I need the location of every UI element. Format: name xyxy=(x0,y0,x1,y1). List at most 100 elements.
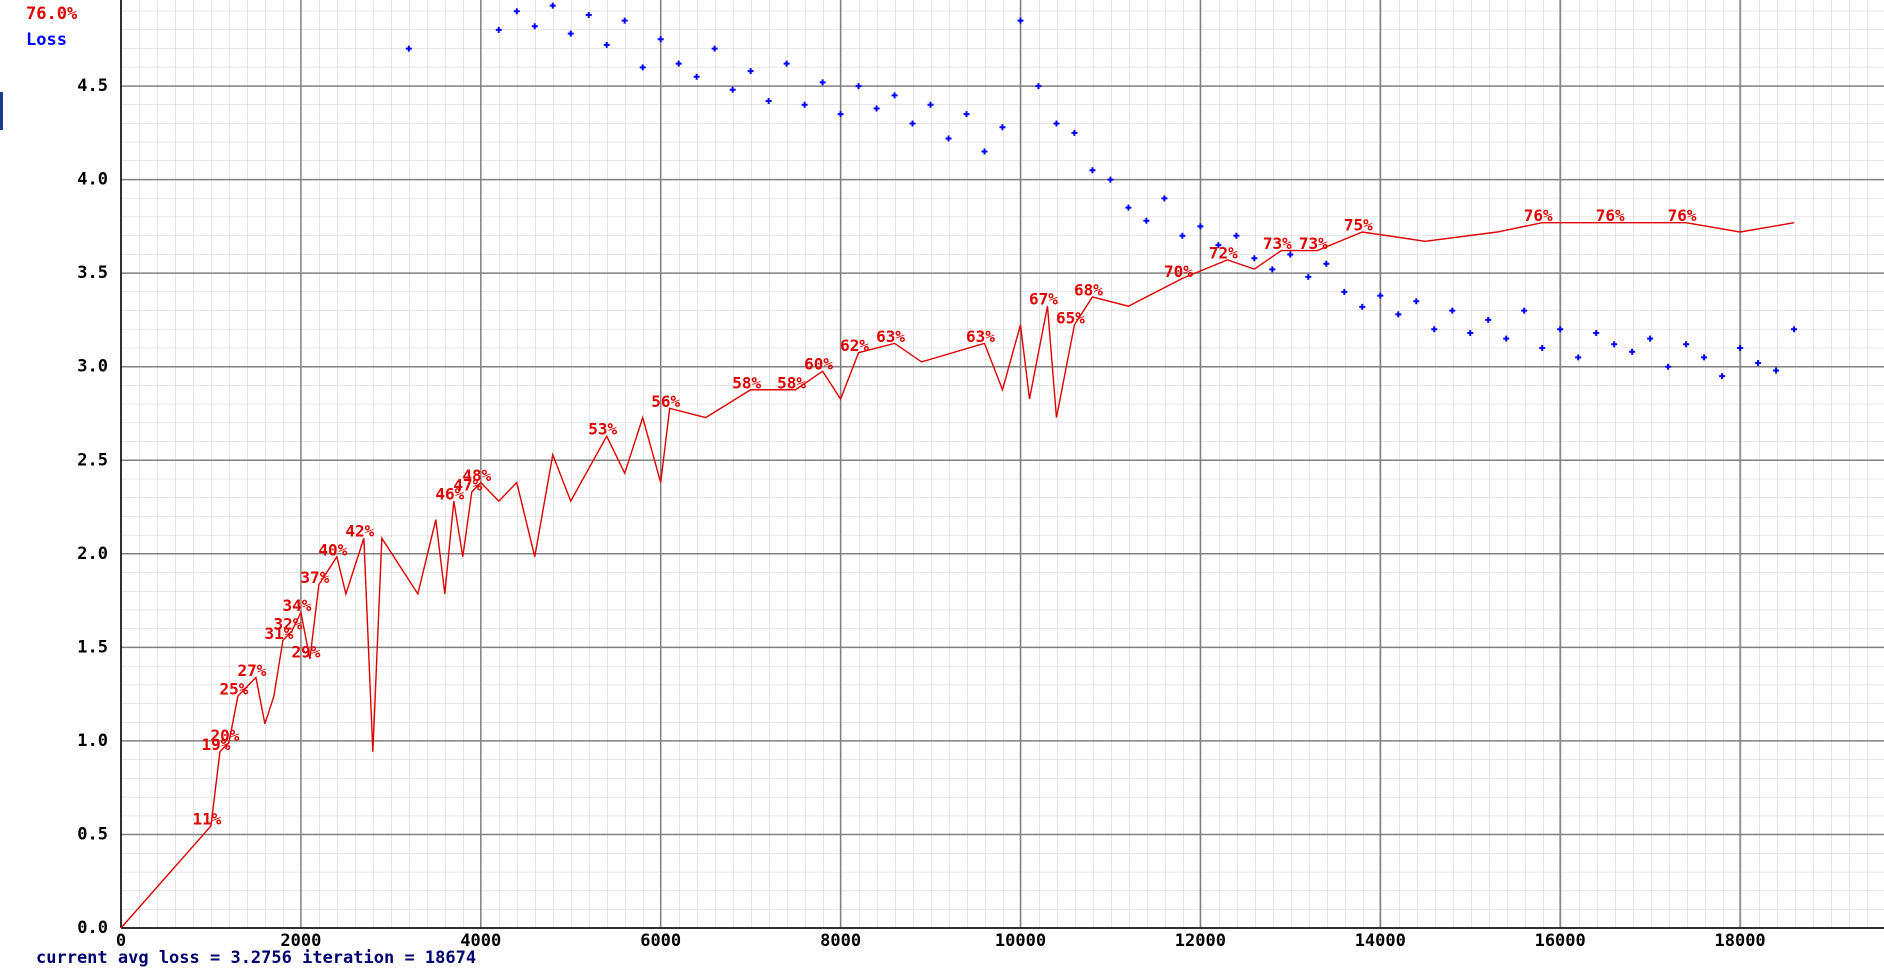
map-label: 56% xyxy=(651,392,680,411)
loss-point xyxy=(1431,326,1438,333)
loss-point xyxy=(981,148,988,155)
x-tick-label: 4000 xyxy=(460,931,501,951)
loss-point xyxy=(621,17,628,24)
x-tick-label: 14000 xyxy=(1355,931,1406,951)
loss-point xyxy=(945,135,952,142)
loss-point xyxy=(585,11,592,18)
loss-point xyxy=(1557,326,1564,333)
x-tick-label: 8000 xyxy=(820,931,861,951)
map-label: 42% xyxy=(345,522,374,541)
x-tick-label: 6000 xyxy=(640,931,681,951)
map-label: 11% xyxy=(192,809,221,828)
loss-point xyxy=(1341,288,1348,295)
x-tick-label: 16000 xyxy=(1535,931,1586,951)
y-tick-label: 3.0 xyxy=(77,357,108,377)
loss-point xyxy=(1413,298,1420,305)
y-tick-label: 3.5 xyxy=(77,263,108,283)
loss-point xyxy=(1791,326,1798,333)
y-tick-label: 2.0 xyxy=(77,544,108,564)
map-label: 73% xyxy=(1299,234,1328,253)
loss-point xyxy=(1179,232,1186,239)
loss-point xyxy=(855,83,862,90)
loss-point xyxy=(603,41,610,48)
loss-point xyxy=(1485,316,1492,323)
minor-grid xyxy=(121,0,1884,928)
map-label: 31% xyxy=(264,624,293,643)
map-label: 29% xyxy=(291,642,320,661)
y-tick-label: 4.5 xyxy=(77,76,108,96)
x-tick-label: 18000 xyxy=(1714,931,1765,951)
loss-point xyxy=(891,92,898,99)
loss-point xyxy=(819,79,826,86)
map-label: 76% xyxy=(1668,206,1697,225)
loss-point xyxy=(1071,129,1078,136)
loss-point xyxy=(1251,255,1258,262)
map-label: 37% xyxy=(300,568,329,587)
y-tick-label: 0.5 xyxy=(77,824,108,844)
loss-point xyxy=(765,98,772,105)
map-label: 40% xyxy=(318,540,347,559)
loss-point xyxy=(909,120,916,127)
loss-point xyxy=(1737,345,1744,351)
map-label: 62% xyxy=(840,336,869,355)
loss-point xyxy=(639,64,646,71)
map-label: 70% xyxy=(1164,262,1193,281)
x-tick-label: 10000 xyxy=(995,931,1046,951)
map-label: 34% xyxy=(282,596,311,615)
loss-point xyxy=(1701,354,1708,361)
loss-point xyxy=(1197,223,1204,230)
loss-point xyxy=(963,111,970,118)
loss-point xyxy=(1503,335,1510,342)
map-label: 60% xyxy=(804,355,833,374)
loss-point xyxy=(1575,354,1582,361)
loss-point xyxy=(1107,176,1114,183)
loss-point xyxy=(549,2,556,9)
map-label: 67% xyxy=(1029,290,1058,309)
map-label: 20% xyxy=(210,726,239,745)
map-label: 63% xyxy=(876,327,905,346)
map-line xyxy=(120,222,1795,929)
map-label: 47% xyxy=(453,475,482,494)
loss-point xyxy=(801,101,808,108)
loss-point xyxy=(1449,307,1456,314)
loss-point xyxy=(1539,345,1546,351)
loss-point xyxy=(495,26,502,33)
map-label: 65% xyxy=(1056,308,1085,327)
loss-point xyxy=(1287,251,1294,258)
loss-point xyxy=(747,68,754,75)
loss-point xyxy=(837,111,844,118)
footer: current avg loss = 3.2756 iteration = 18… xyxy=(36,948,476,968)
loss-point xyxy=(657,36,664,43)
y-tick-label: 1.5 xyxy=(77,637,108,657)
loss-point xyxy=(693,73,700,80)
loss-point xyxy=(1629,348,1636,355)
loss-point xyxy=(1161,195,1168,202)
y-tick-label: 0.0 xyxy=(77,918,108,938)
y-tick-label: 1.0 xyxy=(77,731,108,751)
y-tick-label: 4.0 xyxy=(77,170,108,190)
map-label: 58% xyxy=(777,373,806,392)
loss-point xyxy=(567,30,574,37)
loss-point xyxy=(1017,17,1024,24)
loss-point xyxy=(783,60,790,67)
loss-point xyxy=(1755,359,1762,366)
loss-point xyxy=(1395,311,1402,318)
loss-point xyxy=(531,23,538,30)
loss-point xyxy=(873,105,880,112)
loss-point xyxy=(1521,307,1528,314)
map-label: 75% xyxy=(1344,216,1373,235)
map-label: 53% xyxy=(588,420,617,439)
map-label: 48% xyxy=(462,466,491,485)
loss-point xyxy=(675,60,682,67)
loss-point xyxy=(513,8,520,15)
loss-point xyxy=(1089,167,1096,174)
loss-point xyxy=(1773,367,1780,374)
loss-point xyxy=(1359,303,1366,310)
loss-point xyxy=(1305,273,1312,280)
map-label: 46% xyxy=(435,485,464,504)
loss-point xyxy=(1467,330,1474,337)
best-map: 76.0% xyxy=(26,4,78,24)
loss-point xyxy=(1593,330,1600,337)
legend-entry: Loss xyxy=(26,30,67,50)
map-label: 72% xyxy=(1209,243,1238,262)
